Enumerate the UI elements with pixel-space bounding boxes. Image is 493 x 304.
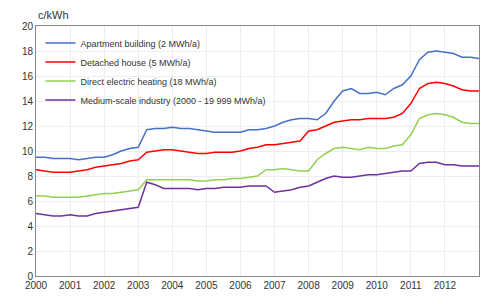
svg-text:8: 8 <box>27 171 33 182</box>
svg-text:12: 12 <box>22 121 34 132</box>
svg-text:2: 2 <box>27 246 33 257</box>
svg-text:c/kWh: c/kWh <box>38 9 69 21</box>
svg-text:0: 0 <box>27 271 33 282</box>
svg-text:2012: 2012 <box>434 280 457 291</box>
svg-text:2007: 2007 <box>263 280 286 291</box>
svg-text:14: 14 <box>22 96 34 107</box>
svg-text:2006: 2006 <box>229 280 252 291</box>
svg-text:20: 20 <box>22 21 34 32</box>
svg-text:18: 18 <box>22 46 34 57</box>
svg-text:4: 4 <box>27 221 33 232</box>
svg-text:Direct electric heating (18 MW: Direct electric heating (18 MWh/a) <box>80 77 216 87</box>
svg-text:Medium-scale industry (2000 -: Medium-scale industry (2000 - 19 999 MWh… <box>80 96 265 106</box>
svg-text:10: 10 <box>22 146 34 157</box>
svg-text:Apartment building (2 MWh/a): Apartment building (2 MWh/a) <box>80 39 200 49</box>
svg-text:2008: 2008 <box>297 280 320 291</box>
svg-text:2009: 2009 <box>332 280 355 291</box>
svg-text:2001: 2001 <box>59 280 82 291</box>
svg-text:2004: 2004 <box>161 280 184 291</box>
svg-text:2011: 2011 <box>400 280 422 291</box>
svg-text:2003: 2003 <box>127 280 150 291</box>
svg-text:16: 16 <box>22 71 34 82</box>
svg-text:6: 6 <box>27 196 33 207</box>
svg-text:2002: 2002 <box>93 280 116 291</box>
svg-text:2010: 2010 <box>366 280 389 291</box>
svg-text:2005: 2005 <box>195 280 218 291</box>
svg-text:Detached house (5 MWh/a): Detached house (5 MWh/a) <box>80 58 190 68</box>
svg-text:2000: 2000 <box>25 280 48 291</box>
